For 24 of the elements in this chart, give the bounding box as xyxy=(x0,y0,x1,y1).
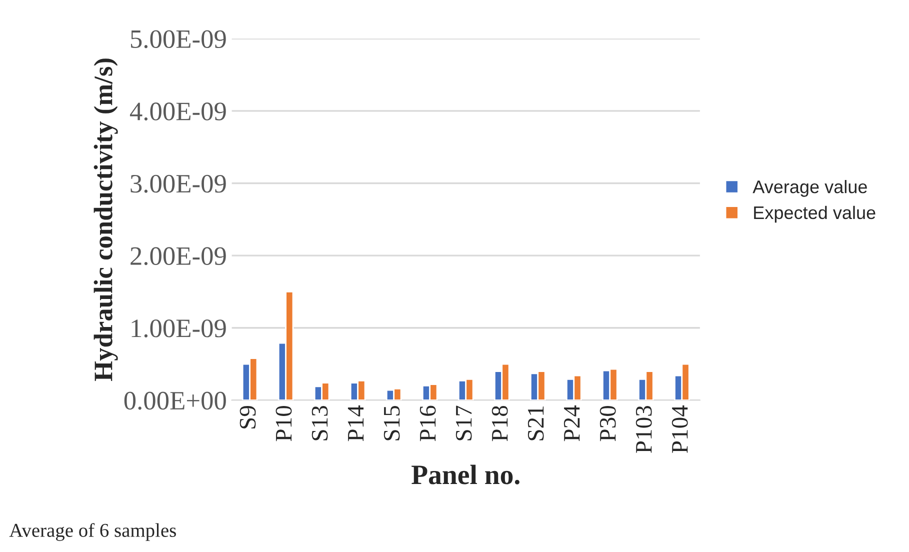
x-axis-title: Panel no. xyxy=(412,464,520,484)
x-tick-label: P104 xyxy=(672,405,688,453)
y-tick-label: 1.00E-09 xyxy=(132,319,226,338)
legend-label: Expected value xyxy=(754,206,876,223)
x-tick-label: S21 xyxy=(528,406,544,440)
x-tick-label: S17 xyxy=(456,406,472,440)
y-tick-label: 0.00E+00 xyxy=(124,392,226,410)
x-tick-label: P10 xyxy=(276,406,292,442)
x-tick-label: P30 xyxy=(600,406,616,442)
y-tick-label: 2.00E-09 xyxy=(130,247,226,266)
x-tick-label: P16 xyxy=(420,406,436,442)
x-tick-label: S15 xyxy=(384,406,400,440)
x-tick-label: P14 xyxy=(348,405,364,442)
text: Average of 6 samples xyxy=(9,523,176,541)
y-tick-label: 4.00E-09 xyxy=(130,102,226,120)
y-axis-title: Hydraulic conductivity (m/s) xyxy=(94,58,118,381)
y-tick-label: 5.00E-09 xyxy=(130,30,226,48)
x-tick-label: S13 xyxy=(312,406,328,440)
x-tick-label: P24 xyxy=(564,405,580,442)
x-tick-label: P103 xyxy=(636,406,652,453)
x-tick-label: P18 xyxy=(492,406,508,442)
legend-label: Average value xyxy=(752,180,867,197)
x-tick-label: S9 xyxy=(240,406,256,428)
y-tick-label: 3.00E-09 xyxy=(130,174,226,193)
